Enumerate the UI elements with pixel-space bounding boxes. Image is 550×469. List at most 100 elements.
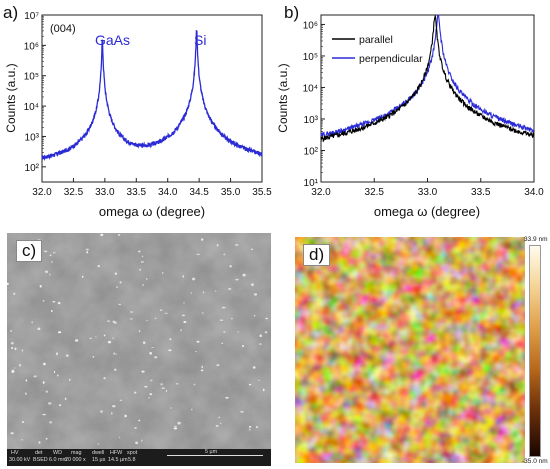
sem-particle bbox=[194, 351, 197, 353]
x-tick-label: 33.5 bbox=[471, 187, 491, 198]
sem-particle bbox=[135, 441, 139, 445]
sem-label-hfw: HFW bbox=[110, 450, 123, 456]
sem-particle bbox=[21, 439, 23, 441]
sem-particle bbox=[252, 366, 256, 369]
sem-particle bbox=[264, 331, 268, 334]
sem-particle bbox=[262, 388, 265, 392]
xrd-chart-b: 32.0 32.5 33.0 33.5 34.0 10¹ 10² 10³ 10⁴ 10⁵ 10⁶ p… bbox=[276, 14, 544, 219]
sem-particle bbox=[149, 393, 153, 396]
sem-value-det: BSED bbox=[33, 457, 48, 463]
sem-label-mag: mag bbox=[71, 450, 82, 456]
y-tick-label: 10⁷ bbox=[24, 11, 39, 22]
sem-image bbox=[7, 233, 271, 466]
sem-particle bbox=[201, 238, 204, 241]
sem-particle bbox=[201, 312, 204, 314]
x-tick-label: 32.5 bbox=[64, 187, 84, 198]
sem-particle bbox=[251, 283, 254, 287]
sem-particle bbox=[253, 314, 256, 317]
sem-value-dwell: 15 µs bbox=[92, 457, 106, 463]
sem-particle bbox=[231, 317, 233, 320]
legend: parallel perpendicular bbox=[332, 34, 423, 65]
sem-particle bbox=[107, 340, 112, 344]
sem-value-wd: 6.0 mm bbox=[49, 457, 67, 463]
sem-particle bbox=[218, 416, 221, 419]
sem-particle bbox=[200, 369, 204, 372]
y-tick-label: 10⁵ bbox=[24, 72, 39, 83]
sem-particle bbox=[21, 421, 25, 423]
sem-particle bbox=[114, 368, 117, 371]
sem-particle bbox=[173, 427, 178, 430]
sem-particle bbox=[221, 342, 224, 344]
sem-particle bbox=[100, 410, 103, 413]
sem-particle bbox=[119, 399, 123, 401]
sem-particle bbox=[118, 436, 121, 438]
sem-particle bbox=[13, 367, 16, 369]
xrd-chart-a: 32.0 32.5 33.0 33.5 34.0 34.5 35.0 35.5 10² 10³ 10… bbox=[4, 11, 272, 219]
sem-particle bbox=[149, 379, 153, 382]
x-tick-label: 32.0 bbox=[32, 187, 52, 198]
sem-particle bbox=[50, 309, 53, 313]
sem-particle bbox=[19, 363, 22, 367]
sem-value-hfw: 14.5 µm bbox=[108, 457, 128, 463]
sem-particle bbox=[10, 329, 12, 333]
sem-value-mag: 20 000 x bbox=[65, 457, 86, 463]
sem-label-spot: spot bbox=[127, 450, 138, 456]
sem-particle bbox=[39, 284, 42, 288]
sem-particle bbox=[134, 391, 137, 394]
sem-particle bbox=[182, 275, 185, 278]
sem-particle bbox=[191, 408, 193, 411]
sem-particle bbox=[134, 427, 137, 429]
sem-particle bbox=[258, 379, 260, 382]
sem-info-bar: HV det WD mag dwell HFW spot 30.00 kV BS… bbox=[7, 449, 271, 466]
sem-particle bbox=[49, 273, 51, 276]
sem-particle bbox=[161, 387, 165, 389]
sem-particle bbox=[201, 365, 203, 369]
sem-particle bbox=[174, 425, 177, 428]
sem-particle bbox=[51, 260, 53, 263]
annotation-label: (004) bbox=[50, 23, 76, 35]
sem-particle bbox=[129, 311, 134, 313]
sem-particle bbox=[97, 443, 100, 445]
sem-particle bbox=[259, 334, 262, 338]
y-tick-label: 10⁴ bbox=[24, 102, 39, 113]
sem-particle bbox=[237, 331, 240, 333]
sem-particle bbox=[154, 317, 157, 320]
sem-particle bbox=[117, 233, 121, 236]
x-tick-label: 34.0 bbox=[524, 187, 544, 198]
sem-particle bbox=[177, 421, 181, 425]
sem-particle bbox=[139, 268, 142, 271]
sem-particle bbox=[114, 321, 117, 325]
legend-label-parallel: parallel bbox=[359, 34, 393, 46]
sem-particle bbox=[193, 383, 196, 386]
sem-particle bbox=[56, 352, 58, 356]
sem-particle bbox=[113, 352, 116, 355]
sem-particle bbox=[74, 339, 79, 342]
sem-particle bbox=[45, 390, 48, 393]
legend-label-perpendicular: perpendicular bbox=[359, 53, 423, 65]
sem-particle bbox=[149, 352, 153, 355]
sem-particle bbox=[168, 349, 172, 352]
colorbar-min-label: -35.0 nm bbox=[522, 458, 548, 465]
sem-particle bbox=[138, 419, 141, 422]
sem-particle bbox=[181, 314, 186, 317]
sem-particle bbox=[10, 432, 14, 435]
sem-particle bbox=[42, 299, 45, 302]
sem-particle bbox=[140, 261, 144, 263]
y-tick-label: 10³ bbox=[25, 132, 40, 143]
sem-particle bbox=[223, 331, 226, 333]
sem-particle bbox=[10, 341, 14, 345]
sem-particle bbox=[215, 425, 219, 427]
sem-particle bbox=[53, 370, 56, 374]
sem-particle bbox=[235, 278, 239, 281]
sem-particle bbox=[221, 306, 226, 309]
afm-image bbox=[295, 237, 525, 463]
y-tick-label: 10⁵ bbox=[303, 52, 318, 63]
colorbar-max-label: 33.9 nm bbox=[524, 236, 548, 243]
sem-label-hv: HV bbox=[11, 450, 19, 456]
sem-particle bbox=[183, 302, 185, 304]
sem-label-wd: WD bbox=[53, 450, 62, 456]
panel-d-letter: d) bbox=[303, 244, 331, 266]
sem-particle bbox=[38, 441, 41, 444]
sem-particle bbox=[216, 244, 219, 247]
sem-particle bbox=[225, 397, 229, 399]
